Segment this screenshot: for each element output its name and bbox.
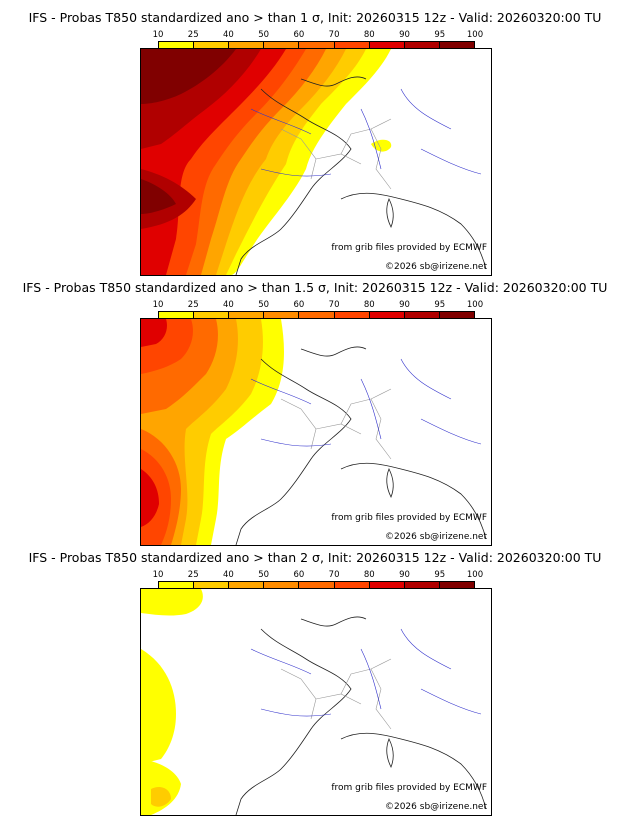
legend-tick: 70 — [328, 570, 340, 580]
legend-tick-labels: 10 25 40 50 60 70 80 90 95 100 — [153, 30, 484, 40]
legend-tick: 10 — [152, 30, 164, 40]
probability-map: from grib files provided by ECMWF ©2026 … — [140, 48, 492, 276]
legend-tick: 95 — [434, 30, 446, 40]
copyright-credit: ©2026 sb@irizene.net — [384, 532, 487, 542]
legend-swatch — [264, 582, 300, 589]
legend-swatch — [194, 42, 230, 49]
legend-swatch — [159, 582, 195, 589]
source-credit: from grib files provided by ECMWF — [331, 513, 487, 523]
legend-tick: 60 — [293, 570, 305, 580]
legend-tick: 95 — [434, 300, 446, 310]
legend-swatch — [229, 582, 265, 589]
source-credit: from grib files provided by ECMWF — [331, 783, 487, 793]
legend-swatch — [369, 312, 405, 319]
legend-tick: 40 — [223, 570, 234, 580]
legend-swatch — [299, 312, 335, 319]
legend-tick-labels: 10 25 40 50 60 70 80 90 95 100 — [153, 300, 484, 310]
legend-swatch — [439, 312, 474, 319]
legend-tick: 100 — [466, 300, 484, 310]
legend-swatch — [404, 42, 440, 49]
legend-swatch — [404, 582, 440, 589]
legend-swatch — [439, 42, 474, 49]
legend-swatch — [264, 312, 300, 319]
source-credit: from grib files provided by ECMWF — [331, 243, 487, 253]
legend-swatch — [264, 42, 300, 49]
copyright-credit: ©2026 sb@irizene.net — [384, 802, 487, 812]
legend-swatch — [194, 312, 230, 319]
legend-tick: 50 — [258, 30, 270, 40]
legend-tick: 40 — [223, 30, 234, 40]
legend-tick: 10 — [152, 300, 164, 310]
map-graphic — [141, 49, 487, 275]
legend-tick: 90 — [399, 570, 410, 580]
legend-tick: 70 — [328, 30, 340, 40]
legend-tick: 95 — [434, 570, 446, 580]
map-panel-1-sigma: IFS - Probas T850 standardized ano > tha… — [0, 10, 630, 278]
legend-swatch — [194, 582, 230, 589]
map-graphic — [141, 319, 487, 545]
legend-tick: 100 — [466, 30, 484, 40]
map-panel-2-sigma: IFS - Probas T850 standardized ano > tha… — [0, 550, 630, 818]
copyright-credit: ©2026 sb@irizene.net — [384, 262, 487, 272]
legend-tick-labels: 10 25 40 50 60 70 80 90 95 100 — [153, 570, 484, 580]
legend-swatch — [404, 312, 440, 319]
panel-title: IFS - Probas T850 standardized ano > tha… — [28, 10, 602, 25]
legend-tick: 25 — [187, 300, 199, 310]
legend-tick: 40 — [223, 300, 234, 310]
legend-swatch — [159, 42, 195, 49]
map-panel-1-5-sigma: IFS - Probas T850 standardized ano > tha… — [0, 280, 630, 548]
legend-swatch — [334, 312, 370, 319]
legend-swatch — [334, 42, 370, 49]
legend-tick: 80 — [363, 30, 375, 40]
legend-tick: 10 — [152, 570, 164, 580]
map-graphic — [141, 589, 487, 815]
legend-tick: 70 — [328, 300, 340, 310]
legend-tick: 90 — [399, 30, 410, 40]
probability-map: from grib files provided by ECMWF ©2026 … — [140, 318, 492, 546]
legend-tick: 80 — [363, 570, 375, 580]
legend-swatch — [299, 582, 335, 589]
legend-swatch — [439, 582, 474, 589]
legend-swatch — [369, 582, 405, 589]
legend-swatch — [159, 312, 195, 319]
legend-tick: 50 — [258, 300, 270, 310]
legend-swatch — [334, 582, 370, 589]
legend-swatch — [369, 42, 405, 49]
legend-tick: 100 — [466, 570, 484, 580]
legend-swatch — [229, 312, 265, 319]
panel-title: IFS - Probas T850 standardized ano > tha… — [28, 550, 602, 565]
panel-title: IFS - Probas T850 standardized ano > tha… — [22, 280, 608, 295]
probability-map: from grib files provided by ECMWF ©2026 … — [140, 588, 492, 816]
legend-tick: 25 — [187, 570, 199, 580]
legend-tick: 25 — [187, 30, 199, 40]
legend-tick: 60 — [293, 300, 305, 310]
legend-tick: 90 — [399, 300, 410, 310]
legend-tick: 80 — [363, 300, 375, 310]
legend-tick: 50 — [258, 570, 270, 580]
legend-tick: 60 — [293, 30, 305, 40]
legend-swatch — [299, 42, 335, 49]
legend-swatch — [229, 42, 265, 49]
